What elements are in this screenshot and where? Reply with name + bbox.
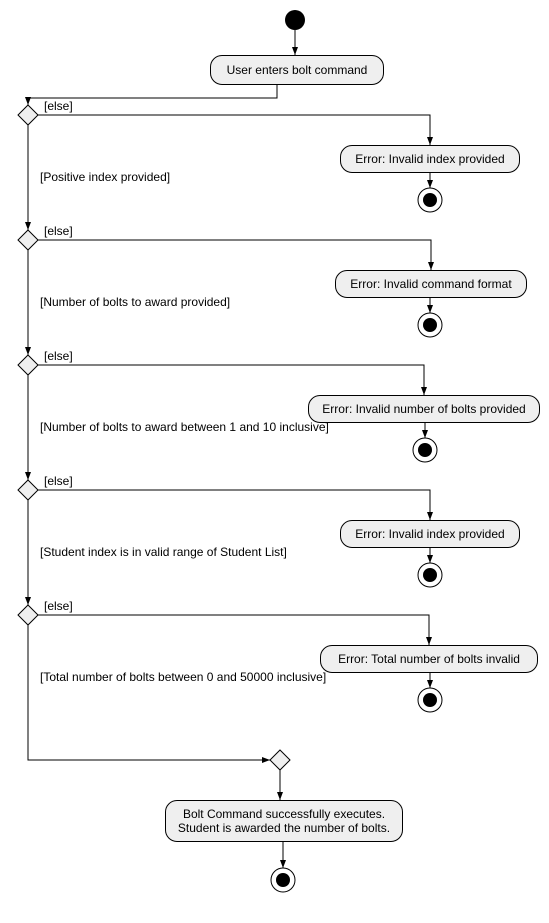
down-label-0: [Positive index provided] bbox=[40, 170, 170, 184]
else-label-2: [else] bbox=[44, 349, 73, 363]
flowchart-svg bbox=[0, 0, 549, 923]
down-label-4: [Total number of bolts between 0 and 500… bbox=[40, 670, 326, 684]
error-box-1: Error: Invalid command format bbox=[335, 270, 527, 298]
else-label-4: [else] bbox=[44, 599, 73, 613]
action-start: User enters bolt command bbox=[210, 55, 384, 85]
down-label-1: [Number of bolts to award provided] bbox=[40, 295, 230, 309]
success-box: Bolt Command successfully executes.Stude… bbox=[165, 800, 403, 842]
else-label-3: [else] bbox=[44, 474, 73, 488]
else-label-1: [else] bbox=[44, 224, 73, 238]
down-label-3: [Student index is in valid range of Stud… bbox=[40, 545, 287, 559]
down-label-2: [Number of bolts to award between 1 and … bbox=[40, 420, 329, 434]
else-label-0: [else] bbox=[44, 99, 73, 113]
error-box-0: Error: Invalid index provided bbox=[340, 145, 520, 173]
error-box-4: Error: Total number of bolts invalid bbox=[320, 645, 538, 673]
error-box-3: Error: Invalid index provided bbox=[340, 520, 520, 548]
error-box-2: Error: Invalid number of bolts provided bbox=[308, 395, 540, 423]
